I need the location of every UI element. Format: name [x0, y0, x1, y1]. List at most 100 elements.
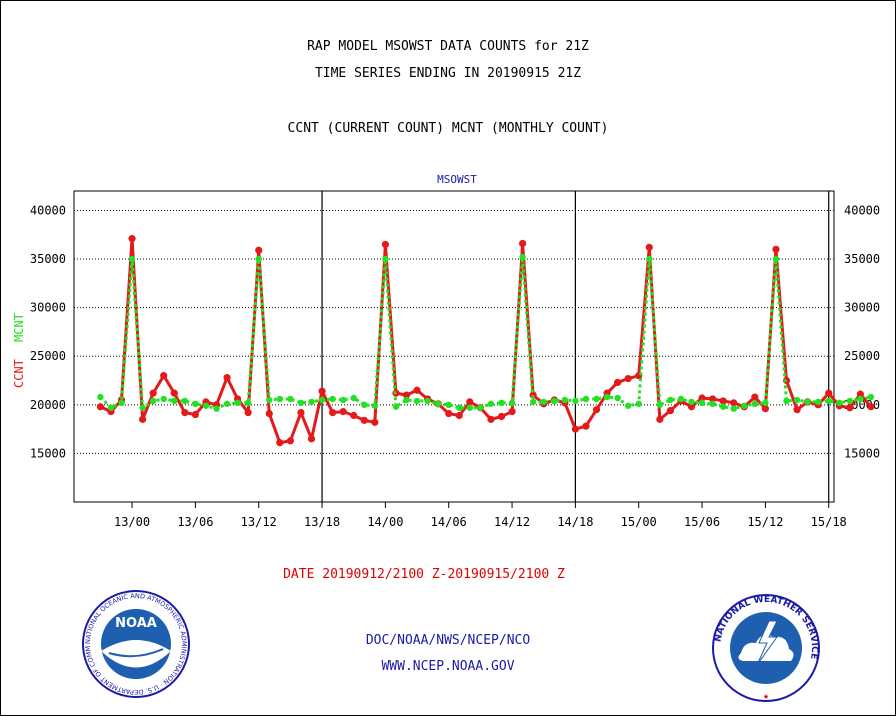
data-point-mcnt — [519, 253, 526, 261]
y-tick-label-left: 15000 — [30, 446, 66, 460]
data-point-mcnt — [413, 397, 421, 405]
data-point-mcnt — [403, 396, 410, 404]
data-point-ccnt — [687, 403, 696, 411]
data-point-ccnt — [371, 418, 379, 426]
chart-title-line1: RAP MODEL MSOWST DATA COUNTS for 21Z — [307, 39, 589, 54]
data-point-mcnt — [487, 400, 495, 408]
data-point-ccnt — [223, 374, 231, 382]
data-point-mcnt — [814, 398, 822, 406]
data-point-mcnt — [466, 404, 474, 411]
data-point-ccnt — [856, 390, 864, 398]
data-point-mcnt — [97, 393, 104, 401]
data-point-mcnt — [741, 402, 748, 409]
data-point-ccnt — [614, 378, 622, 387]
data-point-mcnt — [624, 402, 632, 409]
data-point-ccnt — [381, 240, 389, 249]
data-point-ccnt — [307, 435, 316, 443]
data-point-mcnt — [825, 397, 832, 405]
y-tick-label-right: 35000 — [844, 252, 880, 266]
y-tick-label-left: 20000 — [30, 398, 66, 412]
data-point-ccnt — [160, 372, 168, 380]
data-point-mcnt — [646, 255, 653, 263]
data-point-ccnt — [487, 415, 495, 423]
data-point-ccnt — [318, 387, 326, 395]
data-point-mcnt — [287, 395, 294, 403]
data-point-ccnt — [128, 235, 136, 243]
data-point-ccnt — [191, 410, 199, 419]
x-tick-label: 15/12 — [747, 515, 783, 529]
data-point-mcnt — [266, 396, 273, 404]
y-tick-label-right: 25000 — [844, 349, 880, 363]
data-point-ccnt — [466, 398, 474, 406]
data-point-ccnt — [867, 403, 875, 411]
data-point-mcnt — [202, 402, 210, 409]
data-point-ccnt — [445, 409, 453, 418]
data-point-mcnt — [688, 398, 695, 406]
x-tick-label: 15/06 — [684, 515, 720, 529]
data-point-ccnt — [508, 408, 516, 416]
data-point-ccnt — [624, 374, 632, 383]
data-point-mcnt — [572, 397, 579, 405]
data-point-ccnt — [645, 243, 653, 251]
data-point-mcnt — [857, 395, 864, 403]
data-point-mcnt — [456, 404, 463, 411]
data-point-ccnt — [793, 406, 801, 414]
y-tick-label-left: 40000 — [30, 203, 66, 217]
data-point-ccnt — [497, 412, 506, 421]
data-point-mcnt — [350, 394, 357, 402]
data-point-ccnt — [413, 386, 421, 394]
data-point-ccnt — [139, 415, 147, 423]
org-label: DOC/NOAA/NWS/NCEP/NCO — [365, 633, 531, 648]
y-axis-label-mcnt: MCNT — [12, 313, 26, 342]
data-point-ccnt — [751, 393, 759, 401]
x-tick-label: 14/18 — [557, 515, 593, 529]
chart-title-line2: TIME SERIES ENDING IN 20190915 21Z — [314, 66, 582, 81]
y-axis-label: CCNT MCNT — [12, 313, 26, 388]
data-point-ccnt — [329, 408, 337, 417]
data-point-mcnt — [561, 396, 569, 404]
data-point-ccnt — [149, 389, 157, 397]
data-point-mcnt — [318, 396, 326, 404]
x-tick-label: 14/06 — [431, 515, 467, 529]
y-tick-label-left: 25000 — [30, 349, 66, 363]
data-point-mcnt — [223, 400, 231, 408]
data-point-mcnt — [329, 395, 336, 403]
y-tick-label-left: 35000 — [30, 252, 66, 266]
data-point-ccnt — [455, 411, 463, 420]
data-point-mcnt — [382, 255, 389, 263]
data-point-mcnt — [762, 399, 769, 407]
data-point-ccnt — [360, 416, 368, 424]
data-point-mcnt — [783, 397, 790, 405]
data-point-ccnt — [730, 399, 738, 407]
data-point-ccnt — [592, 406, 601, 414]
data-point-mcnt — [677, 395, 685, 403]
url-link[interactable]: WWW.NCEP.NOAA.GOV — [381, 659, 515, 674]
data-point-mcnt — [498, 399, 505, 407]
x-tick-label: 15/18 — [811, 515, 847, 529]
x-tick-label: 14/00 — [367, 515, 403, 529]
noaa-logo: NOAA NATIONAL OCEANIC AND ATMOSPHERIC AD… — [81, 589, 190, 698]
data-point-ccnt — [571, 425, 579, 433]
data-point-mcnt — [508, 399, 516, 407]
data-point-mcnt — [297, 399, 305, 407]
data-point-ccnt — [339, 408, 347, 416]
y-tick-label-right: 40000 — [844, 203, 880, 217]
data-point-mcnt — [213, 405, 220, 412]
data-point-ccnt — [519, 239, 527, 248]
series-line-mcnt — [99, 256, 872, 411]
plot-area — [73, 190, 835, 503]
data-point-mcnt — [477, 404, 484, 411]
data-point-ccnt — [698, 394, 706, 402]
x-tick-label: 13/06 — [177, 515, 213, 529]
y-axis-label-ccnt: CCNT — [12, 359, 26, 388]
data-point-mcnt — [582, 395, 590, 403]
data-point-mcnt — [308, 398, 315, 406]
star-icon: ★ — [763, 691, 769, 702]
x-tick-label: 14/12 — [494, 515, 530, 529]
data-point-mcnt — [244, 399, 252, 407]
noaa-logo-text: NOAA — [115, 616, 157, 631]
data-point-mcnt — [635, 400, 642, 408]
data-point-ccnt — [666, 407, 674, 415]
